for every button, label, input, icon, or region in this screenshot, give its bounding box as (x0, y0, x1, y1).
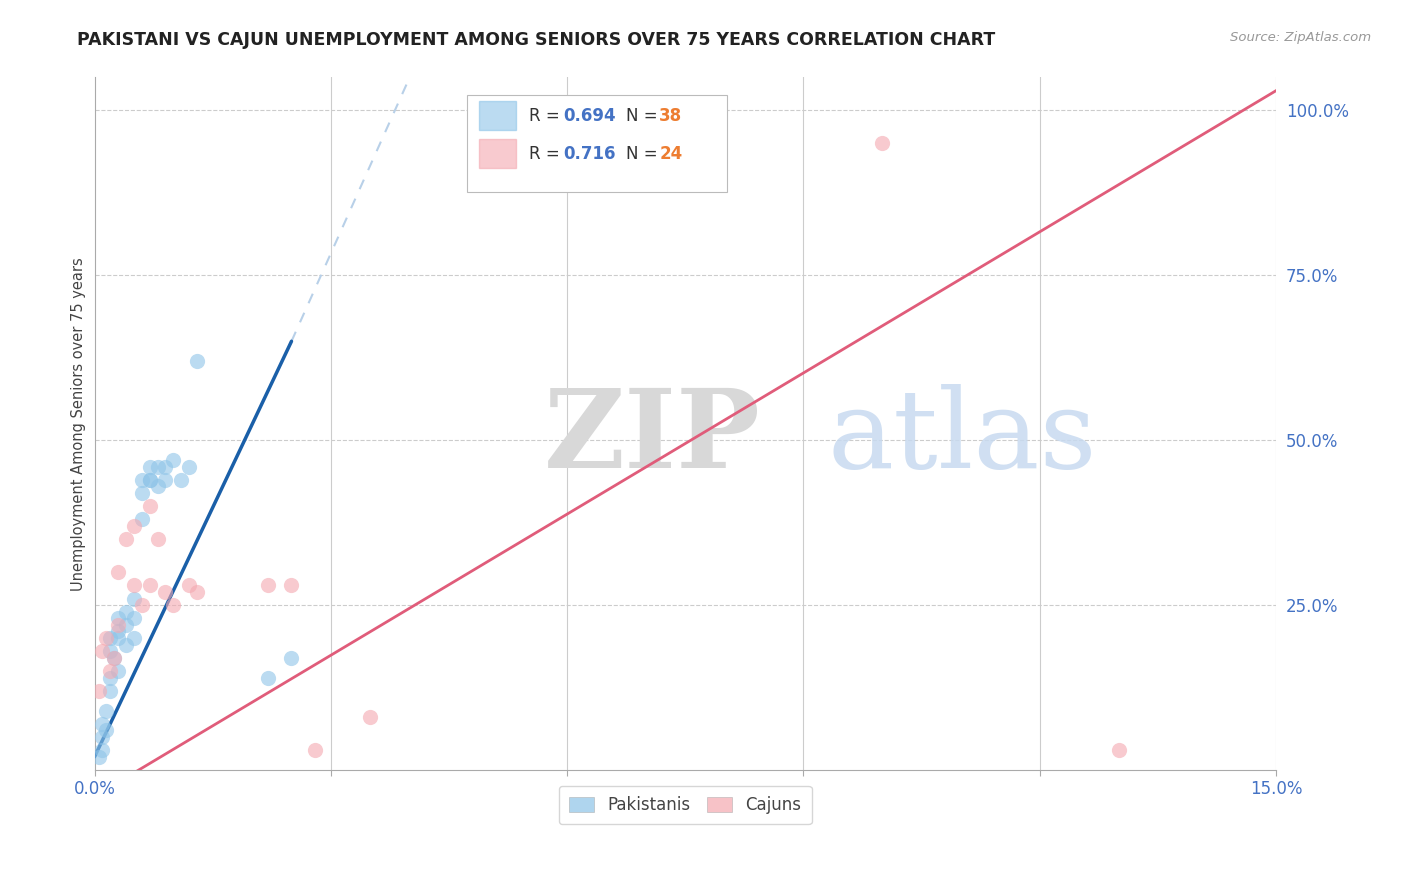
Point (177, 459, 200, 474)
Point (98, 671, 121, 685)
Point (162, 598, 184, 612)
Text: 24: 24 (659, 145, 682, 162)
Text: N =: N = (626, 106, 664, 125)
Point (91, 644, 114, 658)
Point (359, 710, 381, 724)
Point (138, 473, 160, 487)
Point (257, 578, 280, 592)
Point (146, 479, 169, 493)
Point (138, 473, 160, 487)
FancyBboxPatch shape (478, 101, 516, 130)
Point (146, 532, 169, 546)
FancyBboxPatch shape (467, 95, 727, 192)
Point (138, 499, 160, 513)
Point (103, 651, 125, 665)
Point (107, 664, 129, 678)
Point (177, 578, 200, 592)
Point (91, 743, 114, 757)
Point (115, 532, 138, 546)
Point (257, 671, 280, 685)
Point (107, 618, 129, 632)
Point (107, 611, 129, 625)
Legend: Pakistanis, Cajuns: Pakistanis, Cajuns (560, 786, 811, 824)
Point (170, 473, 193, 487)
Point (115, 605, 138, 619)
Text: R =: R = (530, 145, 565, 162)
Point (138, 578, 160, 592)
Point (91, 716, 114, 731)
Point (280, 651, 302, 665)
Point (98, 631, 121, 645)
Point (91, 730, 114, 744)
Point (115, 638, 138, 652)
Point (870, 136, 893, 151)
Text: N =: N = (626, 145, 664, 162)
Point (280, 578, 302, 592)
Text: 0.694: 0.694 (564, 106, 616, 125)
Point (186, 354, 208, 368)
Point (122, 578, 145, 592)
Point (107, 631, 129, 645)
Point (516, 136, 538, 151)
Point (107, 624, 129, 639)
Point (96, 723, 118, 738)
Point (131, 512, 153, 526)
Text: 38: 38 (659, 106, 682, 125)
Point (96, 631, 118, 645)
Point (98, 644, 121, 658)
Y-axis label: Unemployment Among Seniors over 75 years: Unemployment Among Seniors over 75 years (72, 257, 86, 591)
Point (122, 631, 145, 645)
Point (155, 473, 177, 487)
Text: PAKISTANI VS CAJUN UNEMPLOYMENT AMONG SENIORS OVER 75 YEARS CORRELATION CHART: PAKISTANI VS CAJUN UNEMPLOYMENT AMONG SE… (77, 31, 995, 49)
Point (96, 704, 118, 718)
Point (131, 473, 153, 487)
Point (122, 519, 145, 533)
Point (103, 651, 125, 665)
Point (162, 453, 184, 467)
Point (122, 611, 145, 625)
Point (186, 585, 208, 599)
Point (98, 683, 121, 698)
Text: ZIP: ZIP (544, 384, 761, 491)
Point (87, 749, 110, 764)
Text: Source: ZipAtlas.com: Source: ZipAtlas.com (1230, 31, 1371, 45)
Text: R =: R = (530, 106, 565, 125)
Text: 0.716: 0.716 (564, 145, 616, 162)
Point (155, 459, 177, 474)
Text: atlas: atlas (827, 384, 1097, 491)
Point (1108, 743, 1130, 757)
Point (155, 585, 177, 599)
Point (107, 565, 129, 579)
Point (131, 598, 153, 612)
Point (304, 743, 326, 757)
Point (146, 459, 169, 474)
Point (131, 486, 153, 500)
Point (138, 459, 160, 474)
Point (98, 664, 121, 678)
Point (122, 591, 145, 606)
Point (87, 683, 110, 698)
Point (115, 618, 138, 632)
FancyBboxPatch shape (478, 139, 516, 169)
